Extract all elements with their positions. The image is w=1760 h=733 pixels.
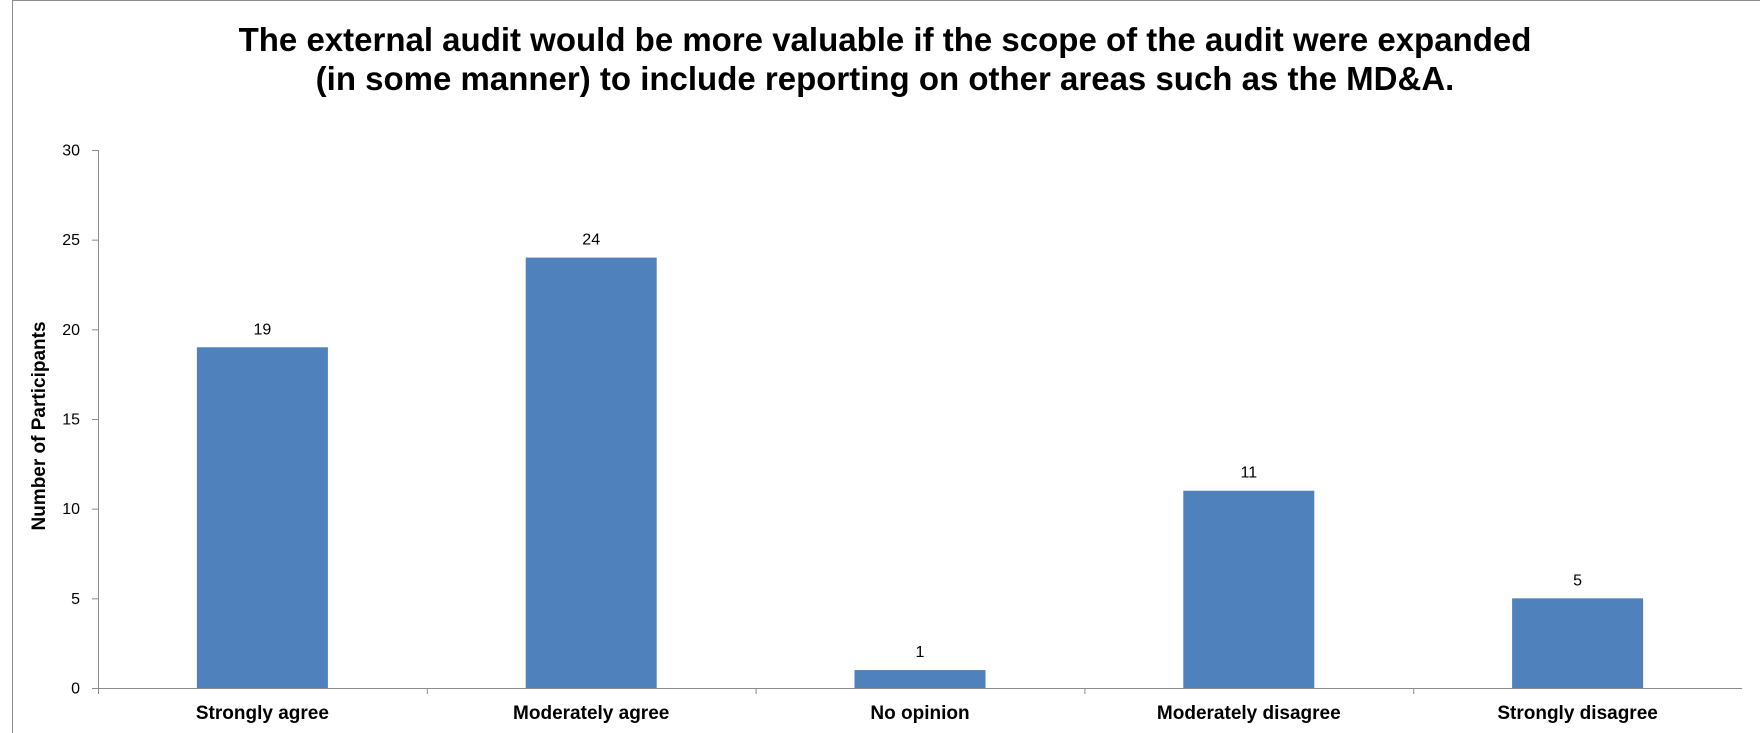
x-axis-ticks: Strongly agree Moderately agree No opinion… xyxy=(98,688,1658,724)
bar xyxy=(1512,598,1644,688)
chart-title-line-2: (in some manner) to include reporting on… xyxy=(316,60,1455,97)
x-tick-label: Strongly disagree xyxy=(1497,703,1658,724)
y-axis-ticks: 0 5 10 15 20 25 30 xyxy=(62,143,98,698)
x-tick-label: Strongly agree xyxy=(196,703,329,724)
bar-data-label: 24 xyxy=(582,232,600,249)
y-tick-label: 0 xyxy=(71,681,80,698)
x-tick-label: Moderately disagree xyxy=(1157,703,1341,724)
bar xyxy=(854,670,986,688)
bar xyxy=(525,257,657,688)
bar xyxy=(196,347,328,688)
y-tick-label: 25 xyxy=(62,232,80,249)
x-tick-label: Moderately agree xyxy=(513,703,669,724)
x-tick-label: No opinion xyxy=(870,703,969,724)
y-tick-label: 20 xyxy=(62,322,80,339)
bar-data-label: 19 xyxy=(254,321,272,338)
bar-series xyxy=(196,257,1644,688)
y-tick-label: 10 xyxy=(62,501,80,518)
chart-title-line-1: The external audit would be more valuabl… xyxy=(239,21,1532,58)
y-tick-label: 5 xyxy=(71,591,80,608)
bar xyxy=(1183,490,1315,688)
bar-data-label: 11 xyxy=(1240,465,1257,482)
bar-data-label: 5 xyxy=(1573,572,1582,589)
y-tick-label: 30 xyxy=(62,143,80,160)
y-tick-label: 15 xyxy=(62,412,80,429)
y-axis-label: Number of Participants xyxy=(29,321,50,530)
bar-data-label: 1 xyxy=(916,644,925,661)
